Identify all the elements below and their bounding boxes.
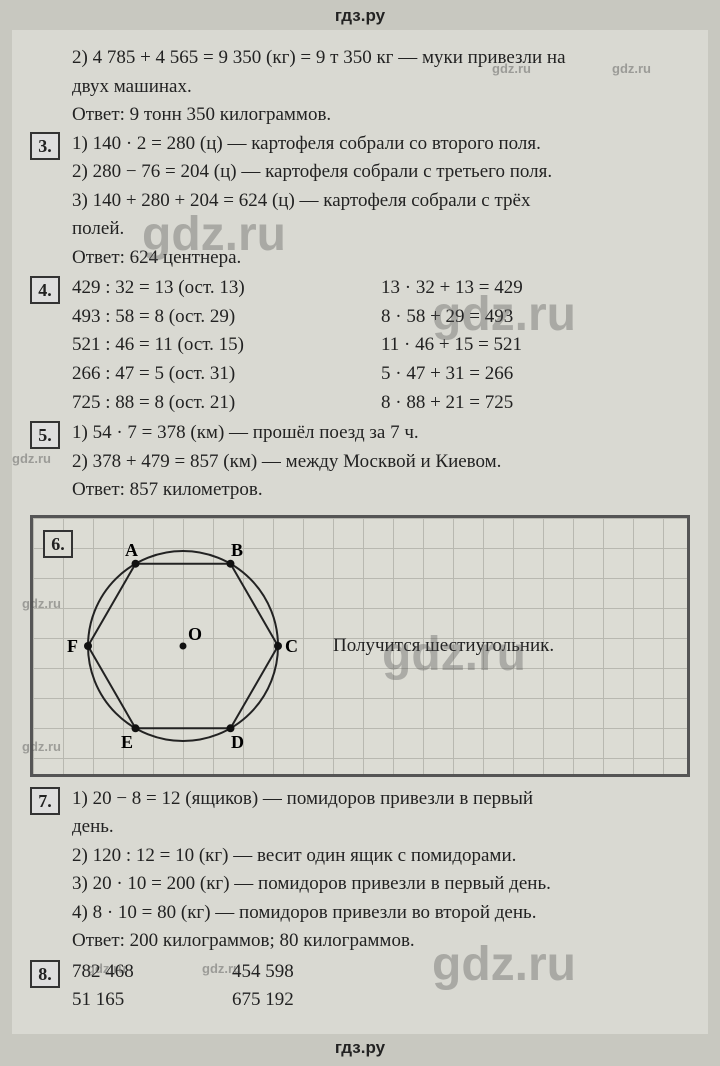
p3-answer: Ответ: 624 центнера.: [72, 244, 690, 272]
label-B: B: [231, 540, 243, 560]
p7-answer: Ответ: 200 килограммов; 80 килограммов.: [72, 927, 690, 955]
p7-l4: 4) 8 · 10 = 80 (кг) — помидоров привезли…: [72, 899, 690, 927]
p5-l2: 2) 378 + 479 = 857 (км) — между Москвой …: [72, 448, 690, 476]
p4-right-2: 11 · 46 + 15 = 521: [381, 331, 690, 359]
p4-left-0: 429 : 32 = 13 (ост. 13): [72, 274, 381, 302]
p4-left-4: 725 : 88 = 8 (ост. 21): [72, 389, 381, 417]
problem-7: 7. 1) 20 − 8 = 12 (ящиков) — помидоров п…: [30, 785, 690, 956]
p3-l3: 3) 140 + 280 + 204 = 624 (ц) — картофеля…: [72, 187, 690, 215]
problem-8: 8. 782 468 454 598 51 165 675 192: [30, 958, 690, 1013]
p7-l1b: день.: [72, 813, 690, 841]
label-D: D: [231, 732, 244, 752]
problem-4-number: 4.: [30, 276, 60, 304]
problem-3: 3. 1) 140 · 2 = 280 (ц) — картофеля собр…: [30, 130, 690, 273]
page-body: 2) 4 785 + 4 565 = 9 350 (кг) = 9 т 350 …: [12, 30, 708, 1034]
p4-right-column: 13 · 32 + 13 = 429 8 · 58 + 29 = 493 11 …: [381, 274, 690, 417]
problem-4: 4. 429 : 32 = 13 (ост. 13) 493 : 58 = 8 …: [30, 274, 690, 417]
problem-3-number: 3.: [30, 132, 60, 160]
p4-left-column: 429 : 32 = 13 (ост. 13) 493 : 58 = 8 (ос…: [72, 274, 381, 417]
p5-l1: 1) 54 · 7 = 378 (км) — прошёл поезд за 7…: [72, 419, 690, 447]
p4-left-1: 493 : 58 = 8 (ост. 29): [72, 303, 381, 331]
p8-c1b: 51 165: [72, 986, 232, 1014]
p6-text: Получится шестиугольник.: [333, 632, 554, 660]
p8-c2a: 454 598: [232, 958, 392, 986]
intro-answer: Ответ: 9 тонн 350 килограммов.: [72, 101, 690, 129]
p4-left-3: 266 : 47 = 5 (ост. 31): [72, 360, 381, 388]
problem-5-number: 5.: [30, 421, 60, 449]
p8-c1a: 782 468: [72, 958, 232, 986]
p8-c2b: 675 192: [232, 986, 392, 1014]
label-E: E: [121, 732, 133, 752]
p4-right-3: 5 · 47 + 31 = 266: [381, 360, 690, 388]
p7-l1a: 1) 20 − 8 = 12 (ящиков) — помидоров прив…: [72, 785, 690, 813]
p4-left-2: 521 : 46 = 11 (ост. 15): [72, 331, 381, 359]
problem-5: 5. 1) 54 · 7 = 378 (км) — прошёл поезд з…: [30, 419, 690, 505]
intro-line-2: двух машинах.: [72, 73, 690, 101]
problem-8-number: 8.: [30, 960, 60, 988]
p4-right-4: 8 · 88 + 21 = 725: [381, 389, 690, 417]
intro-line-1: 2) 4 785 + 4 565 = 9 350 (кг) = 9 т 350 …: [72, 44, 690, 72]
p7-l3: 3) 20 · 10 = 200 (кг) — помидоров привез…: [72, 870, 690, 898]
p5-answer: Ответ: 857 километров.: [72, 476, 690, 504]
site-header: гдз.ру: [0, 6, 720, 26]
p4-right-0: 13 · 32 + 13 = 429: [381, 274, 690, 302]
problem-7-number: 7.: [30, 787, 60, 815]
problem-6-box: 6. A B C D E F O Получится шестиуго: [30, 515, 690, 777]
label-F: F: [67, 636, 78, 656]
p3-l4: полей.: [72, 215, 690, 243]
hexagon-diagram: A B C D E F O: [53, 526, 313, 766]
label-C: C: [285, 636, 298, 656]
site-footer: гдз.ру: [0, 1038, 720, 1058]
p7-l2: 2) 120 : 12 = 10 (кг) — весит один ящик …: [72, 842, 690, 870]
label-O: O: [188, 624, 202, 644]
label-A: A: [125, 540, 138, 560]
p4-right-1: 8 · 58 + 29 = 493: [381, 303, 690, 331]
p3-l2: 2) 280 − 76 = 204 (ц) — картофеля собрал…: [72, 158, 690, 186]
p3-l1: 1) 140 · 2 = 280 (ц) — картофеля собрали…: [72, 130, 690, 158]
